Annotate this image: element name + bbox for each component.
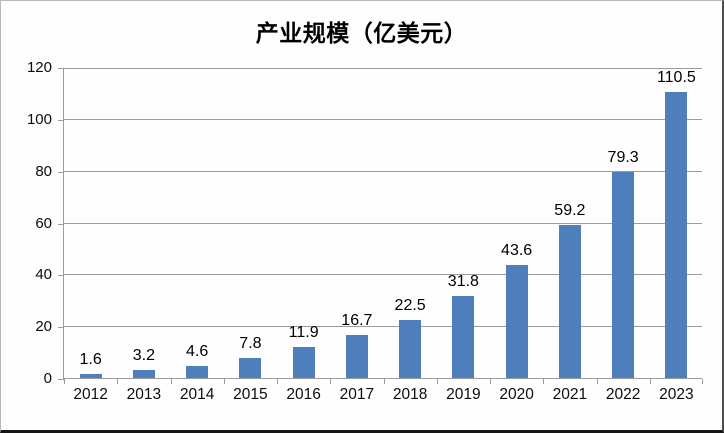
gridline-y-100	[64, 118, 702, 120]
bar-value-label-2016: 11.9	[288, 324, 319, 342]
chart-title: 产业规模（亿美元）	[255, 20, 468, 46]
x-axis-tick-2	[170, 379, 172, 384]
x-axis-tick-8	[490, 379, 491, 384]
x-tick-label-2020: 2020	[499, 386, 534, 403]
y-tick-label-120: 120	[26, 59, 52, 76]
bar-value-label-2015: 7.8	[239, 334, 262, 352]
bar-value-label-2019: 31.8	[447, 272, 479, 290]
x-tick-label-2019: 2019	[446, 386, 481, 403]
y-tick-label-0: 0	[43, 370, 52, 387]
plot-area: 0 20 40 60 80 100 120 1.6 2012 3.2 2013 4.6 2014 7.8 2…	[27, 59, 703, 403]
y-tick-label-80: 80	[35, 162, 52, 180]
bar-2013	[132, 369, 155, 378]
y-tick-label-40: 40	[35, 266, 52, 284]
x-axis-tick-11	[649, 379, 651, 384]
x-tick-label-2022: 2022	[605, 386, 641, 403]
bar-value-label-2018: 22.5	[394, 296, 426, 314]
bar-value-label-2012: 1.6	[79, 350, 102, 368]
x-axis-tick-3	[223, 379, 225, 384]
y-axis-tick-20	[58, 327, 64, 329]
y-axis-tick-80	[58, 171, 64, 173]
y-axis-tick-120	[58, 68, 64, 69]
x-axis-tick-6	[383, 379, 385, 384]
bar-2014	[186, 366, 209, 378]
bar-value-label-2022: 79.3	[607, 149, 639, 167]
bar-2020	[505, 265, 528, 378]
x-tick-label-2023: 2023	[659, 386, 694, 403]
bar-2022	[612, 172, 635, 378]
y-axis-tick-0	[58, 379, 64, 380]
x-tick-label-2018: 2018	[392, 386, 428, 403]
x-axis-tick-5	[330, 379, 332, 384]
bar-2012	[79, 373, 102, 378]
y-tick-label-20: 20	[35, 318, 52, 336]
y-tick-label-60: 60	[35, 214, 52, 232]
y-axis-tick-40	[58, 275, 64, 277]
y-axis-tick-60	[58, 223, 64, 225]
x-axis-tick-10	[596, 379, 598, 384]
x-axis-tick-7	[436, 379, 438, 384]
x-tick-label-2015: 2015	[233, 386, 268, 403]
x-axis-tick-9	[543, 379, 545, 384]
bar-2017	[345, 334, 368, 378]
bar-2019	[452, 295, 475, 378]
x-axis-tick-12	[702, 379, 703, 384]
bar-value-label-2014: 4.6	[186, 343, 209, 361]
x-tick-label-2016: 2016	[286, 386, 321, 403]
y-axis-tick-100	[58, 119, 64, 121]
x-tick-label-2017: 2017	[339, 386, 375, 403]
x-axis-tick-1	[117, 379, 119, 384]
gridline-y-20	[64, 326, 702, 328]
bar-2018	[399, 319, 422, 378]
bar-value-label-2023: 110.5	[656, 68, 696, 86]
bar-2021	[558, 224, 581, 378]
y-tick-label-100: 100	[26, 110, 52, 128]
bar-2015	[239, 357, 262, 378]
x-tick-label-2021: 2021	[552, 386, 588, 403]
x-tick-label-2012: 2012	[73, 386, 108, 403]
x-tick-label-2014: 2014	[179, 386, 215, 403]
x-tick-label-2013: 2013	[126, 386, 162, 403]
bar-value-label-2017: 16.7	[341, 311, 373, 329]
gridline-y-120	[64, 68, 702, 69]
bar-2016	[292, 347, 315, 378]
bar-value-label-2021: 59.2	[554, 201, 586, 219]
bar-2023	[665, 91, 688, 378]
bar-value-label-2013: 3.2	[132, 346, 155, 364]
gridline-y-40	[64, 274, 702, 276]
gridline-y-80	[64, 170, 702, 172]
x-axis-tick-0	[64, 379, 65, 384]
gridline-y-60	[64, 222, 702, 224]
x-axis-tick-4	[277, 379, 278, 384]
bar-value-label-2020: 43.6	[501, 242, 533, 259]
